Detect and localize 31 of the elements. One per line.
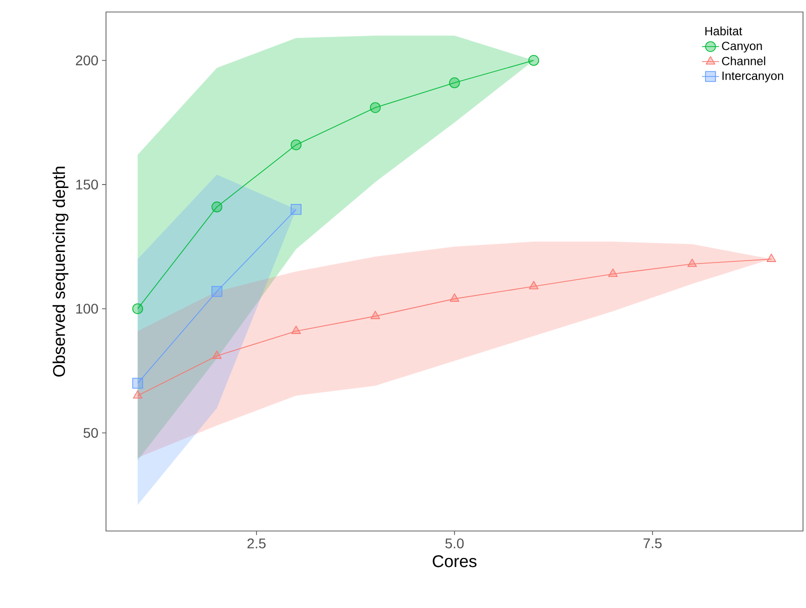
- point: [449, 77, 460, 88]
- y-tick-label: 200: [76, 55, 98, 66]
- point: [528, 55, 540, 66]
- point: [211, 286, 222, 297]
- point: [528, 280, 538, 290]
- point: [132, 378, 144, 389]
- point: [290, 139, 302, 150]
- point: [608, 268, 618, 277]
- point: [370, 310, 380, 320]
- legend-label: Intercanyon: [722, 72, 784, 82]
- point: [212, 350, 222, 359]
- point: [132, 303, 144, 314]
- legend-label: Canyon: [722, 42, 762, 53]
- x-tick-label: 2.5: [248, 538, 266, 548]
- point: [132, 390, 142, 399]
- y-axis-title: Observed sequencing depth: [52, 166, 68, 377]
- legend-label: Channel: [722, 56, 766, 66]
- y-tick-label: 100: [76, 304, 98, 314]
- x-tick-label: 7.5: [644, 538, 662, 548]
- point: [290, 204, 302, 215]
- point: [370, 102, 381, 113]
- legend-title: Habitat: [705, 26, 742, 36]
- x-tick-label: 5.0: [445, 538, 464, 548]
- point: [211, 202, 222, 212]
- point: [766, 254, 776, 262]
- point: [291, 326, 301, 334]
- x-axis-title: Cores: [432, 555, 476, 568]
- point: [687, 258, 697, 267]
- y-tick-label: 50: [84, 428, 98, 438]
- point: [450, 293, 460, 302]
- y-tick-label: 150: [76, 180, 98, 190]
